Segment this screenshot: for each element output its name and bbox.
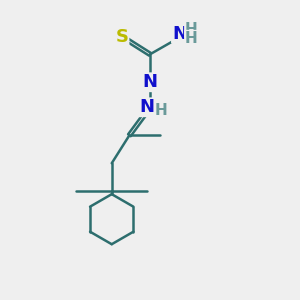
Text: H: H <box>155 103 168 118</box>
Text: H: H <box>185 22 198 37</box>
Text: N: N <box>172 25 187 43</box>
Text: S: S <box>116 28 128 46</box>
Text: N: N <box>142 73 158 91</box>
Text: H: H <box>185 31 198 46</box>
Text: N: N <box>140 98 154 116</box>
